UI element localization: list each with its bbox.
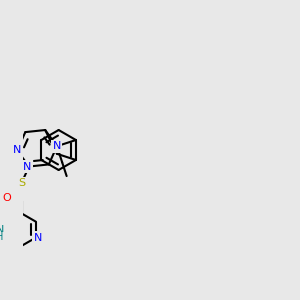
- Text: N: N: [53, 141, 61, 151]
- Text: N: N: [13, 146, 21, 155]
- Text: S: S: [18, 178, 25, 188]
- Text: H: H: [0, 232, 3, 242]
- Text: N: N: [34, 233, 42, 243]
- Text: N: N: [0, 225, 4, 235]
- Text: O: O: [3, 193, 11, 203]
- Text: N: N: [23, 161, 32, 172]
